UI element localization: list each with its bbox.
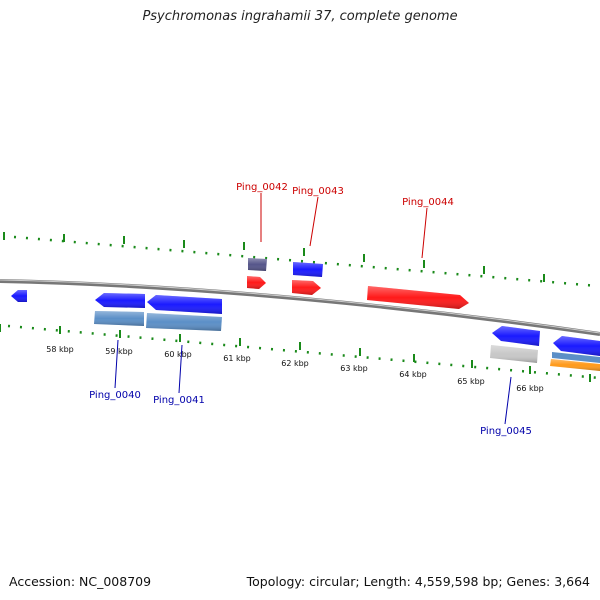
gene-partial-right[interactable] [550,336,600,371]
gene-ping-0040[interactable] [94,293,145,326]
forward-genes [247,258,469,309]
forward-label-leaders [260,193,428,259]
gene-label-ping-0042[interactable]: Ping_0042 [236,182,288,193]
genome-summary: Topology: circular; Length: 4,559,598 bp… [246,574,590,589]
forward-gene-labels: Ping_0042 Ping_0043 Ping_0044 [236,182,454,208]
gene-ping-0042[interactable] [247,258,267,289]
reverse-label-leaders [114,339,512,425]
genome-backbone [0,279,600,336]
reverse-tick-track [0,324,600,382]
gene-ping-0041[interactable] [146,295,222,331]
gene-ping-0045[interactable] [490,326,540,363]
genome-title: Psychromonas ingrahamii 37, complete gen… [142,9,458,24]
gene-ping-0043[interactable] [292,262,323,295]
tick-label-59: 59 kbp [105,347,133,356]
reverse-genes [11,290,600,371]
reverse-gene-labels: Ping_0040 Ping_0041 Ping_0045 [89,390,532,437]
tick-label-63: 63 kbp [340,364,368,373]
tick-label-61: 61 kbp [223,354,251,363]
tick-label-66: 66 kbp [516,384,544,393]
tick-label-64: 64 kbp [399,370,427,379]
tick-label-62: 62 kbp [281,359,309,368]
tick-label-60: 60 kbp [164,350,192,359]
accession-label: Accession: NC_008709 [9,574,152,589]
forward-tick-track [3,232,599,288]
gene-label-ping-0044[interactable]: Ping_0044 [402,197,454,208]
gene-label-ping-0043[interactable]: Ping_0043 [292,186,344,197]
gene-partial-left[interactable] [11,290,27,302]
gene-label-ping-0041[interactable]: Ping_0041 [153,395,205,406]
tick-labels: 58 kbp 59 kbp 60 kbp 61 kbp 62 kbp 63 kb… [46,345,544,393]
gene-label-ping-0040[interactable]: Ping_0040 [89,390,141,401]
gene-ping-0044[interactable] [367,286,469,309]
gene-label-ping-0045[interactable]: Ping_0045 [480,426,532,437]
tick-label-65: 65 kbp [457,377,485,386]
tick-label-58: 58 kbp [46,345,74,354]
